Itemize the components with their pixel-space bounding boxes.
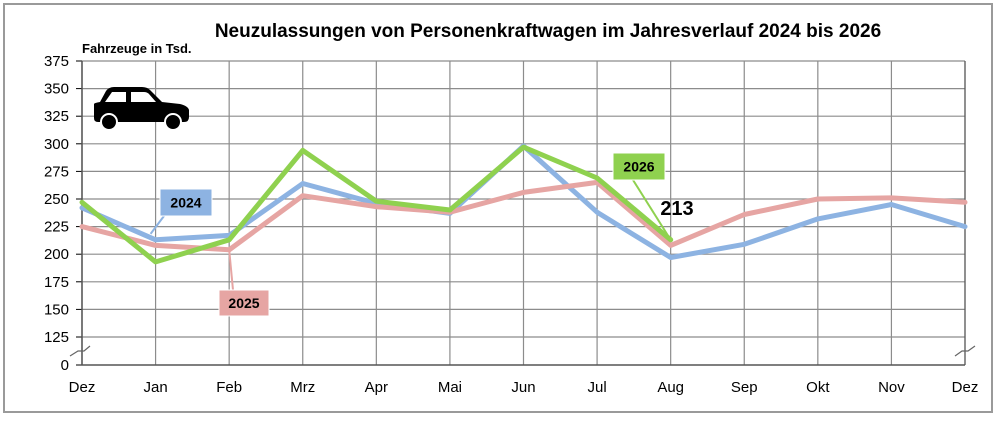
legend-label: 2026	[623, 159, 654, 175]
axis-break-right	[954, 345, 976, 357]
legend-label: 2024	[170, 195, 201, 211]
x-tick-label: Sep	[731, 379, 758, 396]
y-tick-label: 325	[44, 108, 69, 125]
x-tick-label: Aug	[657, 379, 684, 396]
value-label: 213	[660, 198, 693, 220]
x-tick-label: Feb	[216, 379, 242, 396]
x-tick-label: Nov	[878, 379, 905, 396]
legend-box	[218, 289, 270, 317]
x-tick-label: Dez	[69, 379, 96, 396]
y-tick-label: 375	[44, 53, 69, 70]
legend-callout-2025: 2025	[218, 249, 270, 317]
legend-box	[612, 152, 666, 181]
y-tick-label: 0	[61, 357, 69, 374]
callout-leader	[149, 215, 165, 235]
callout-leader	[228, 249, 234, 291]
grid	[81, 60, 966, 365]
legend-label: 2025	[228, 295, 259, 311]
x-tick-label: Jul	[587, 379, 606, 396]
x-tick-label: Jan	[143, 379, 167, 396]
axes	[69, 60, 976, 366]
y-tick-label: 200	[44, 246, 69, 263]
x-tick-label: Dez	[952, 379, 979, 396]
car-icon	[94, 87, 189, 131]
series-line-2026	[79, 144, 674, 265]
legend-box	[159, 188, 213, 217]
y-axis-label: Fahrzeuge in Tsd.	[82, 41, 192, 56]
x-tick-label: Mai	[438, 379, 462, 396]
tick-labels: 0 125 150 175 200 225 250 275 300 325 350 375 Dez Jan…	[44, 53, 978, 396]
chart-title: Neuzulassungen von Personenkraftwagen im…	[215, 21, 881, 42]
y-tick-label: 300	[44, 136, 69, 153]
y-tick-label: 175	[44, 274, 69, 291]
annotations: 213	[660, 198, 693, 220]
x-tick-label: Jun	[511, 379, 535, 396]
callout-leader	[632, 179, 672, 241]
y-tick-label: 125	[44, 329, 69, 346]
axis-break-left	[69, 345, 91, 357]
y-tick-label: 350	[44, 81, 69, 98]
legend: 2024 2025 2026	[149, 152, 672, 317]
y-tick-label: 225	[44, 219, 69, 236]
x-tick-label: Okt	[806, 379, 830, 396]
x-tick-label: Mrz	[290, 379, 315, 396]
y-tick-label: 250	[44, 191, 69, 208]
legend-callout-2026: 2026	[612, 152, 672, 241]
x-tick-label: Apr	[365, 379, 388, 396]
y-tick-label: 275	[44, 163, 69, 180]
y-tick-label: 150	[44, 301, 69, 318]
legend-callout-2024: 2024	[149, 188, 213, 235]
